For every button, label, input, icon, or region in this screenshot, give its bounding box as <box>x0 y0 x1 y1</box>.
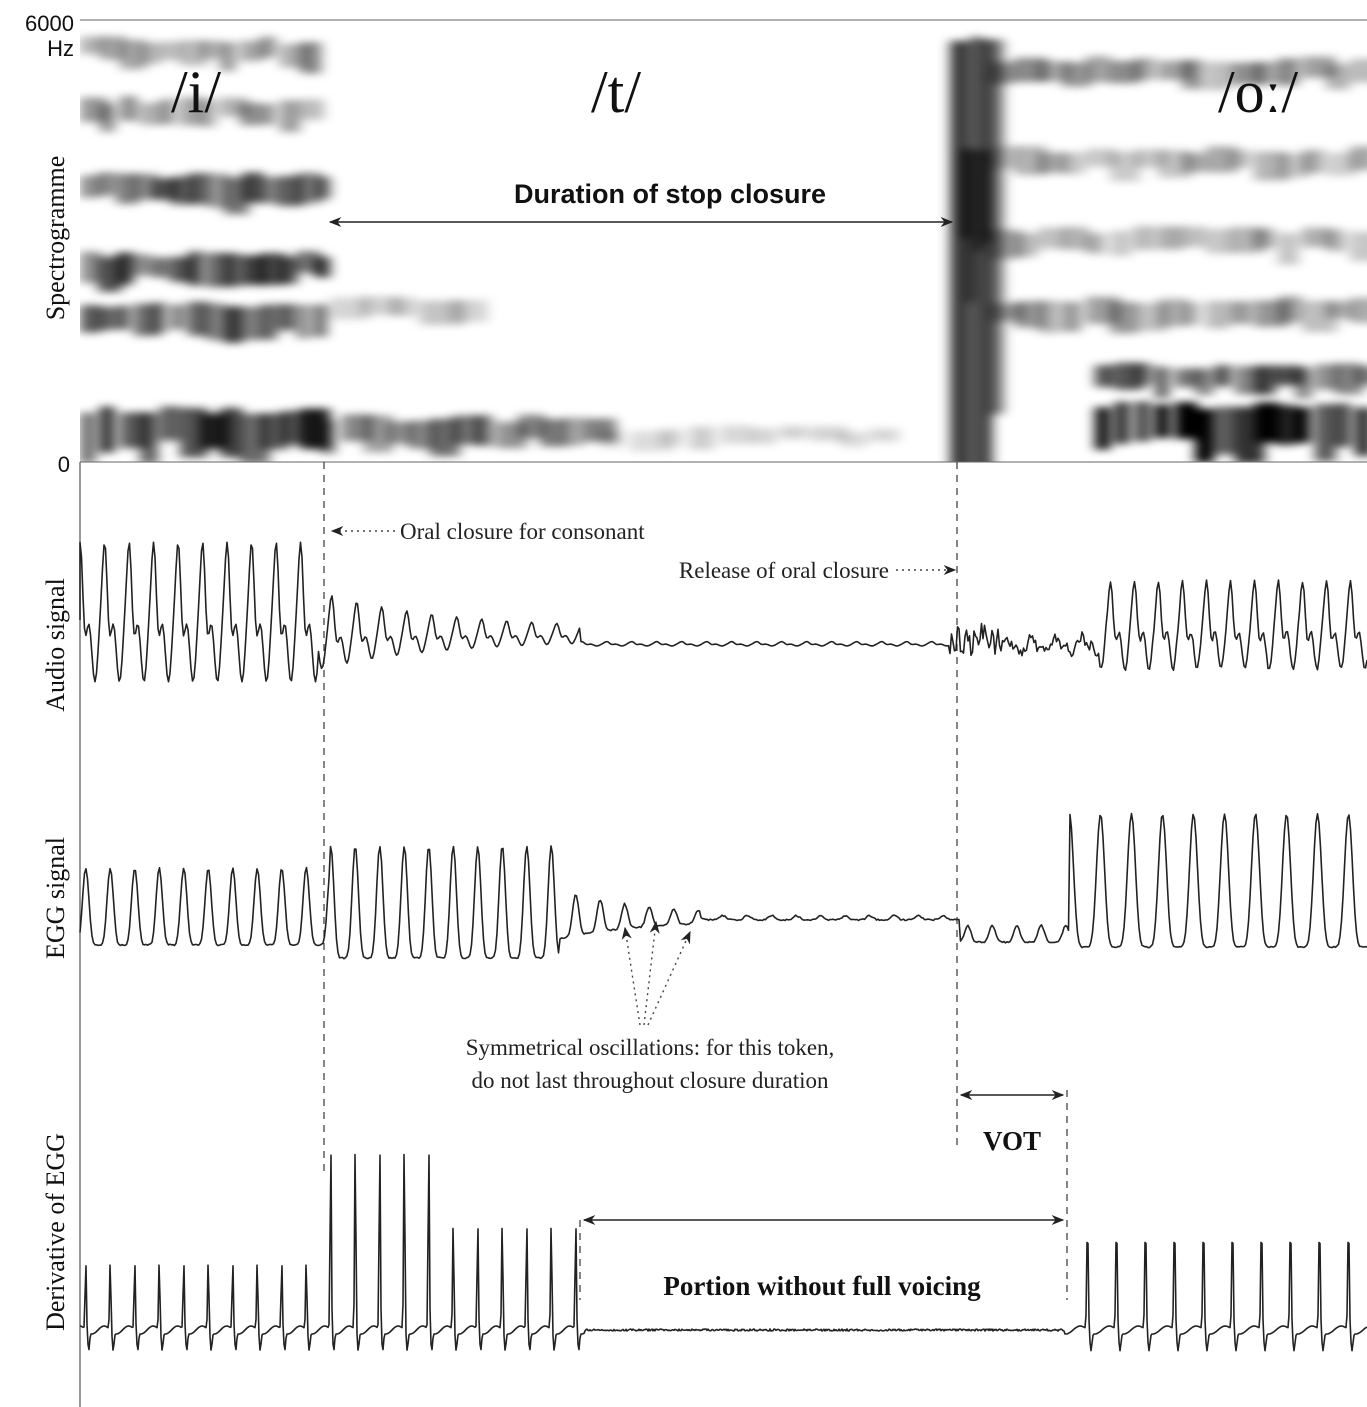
phoneme-o: /oː/ <box>1218 59 1298 125</box>
phoneme-i: /i/ <box>171 59 221 125</box>
oscillation-note-line2: do not last throughout closure duration <box>471 1068 829 1093</box>
audio-panel: Audio signal Oral closure for consonant … <box>41 519 1367 712</box>
spectrogram-y-label: Spectrogramme <box>41 156 70 321</box>
portion-label: Portion without full voicing <box>663 1271 981 1301</box>
oscillation-arrow-3 <box>647 930 691 1026</box>
release-label: Release of oral closure <box>679 558 889 583</box>
egg-y-label: EGG signal <box>41 837 70 959</box>
oscillation-arrow-1 <box>621 926 641 1026</box>
spectrogram-y-top-tick: 6000 <box>25 11 74 36</box>
oscillation-arrow-2 <box>643 920 660 1026</box>
audio-y-label: Audio signal <box>41 578 70 712</box>
closure-duration-label: Duration of stop closure <box>514 179 826 209</box>
degg-y-label: Derivative of EGG <box>41 1133 70 1331</box>
egg-panel: EGG signal Symmetrical oscillations: for… <box>41 812 1367 1156</box>
spectrogram-panel: 6000 Hz 0 Spectrogramme /i/ /t/ /oː/ Dur… <box>25 11 1367 477</box>
phoneme-t: /t/ <box>591 59 641 125</box>
oral-closure-label: Oral closure for consonant <box>400 519 645 544</box>
audio-waveform <box>79 541 1367 683</box>
egg-waveform <box>79 812 1367 960</box>
spectrogram-image <box>80 36 1367 462</box>
oscillation-note-line1: Symmetrical oscillations: for this token… <box>466 1035 835 1060</box>
degg-panel: Derivative of EGG Portion without full v… <box>41 1133 1367 1352</box>
vot-label: VOT <box>983 1126 1041 1156</box>
degg-waveform <box>79 1153 1367 1352</box>
spectrogram-y-bottom-tick: 0 <box>58 452 70 477</box>
guide-lines <box>323 462 1068 1300</box>
spectrogram-y-top-unit: Hz <box>47 36 74 61</box>
